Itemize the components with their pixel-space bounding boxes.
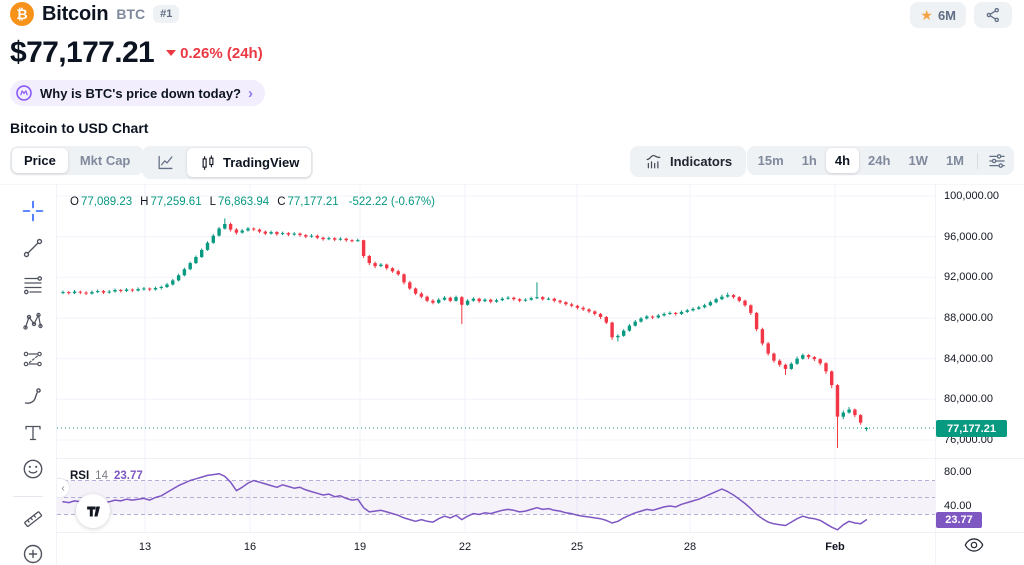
- line-chart-toggle[interactable]: [144, 148, 187, 177]
- text-tool-icon[interactable]: [21, 421, 45, 445]
- rsi-name: RSI: [70, 470, 90, 482]
- line-chart-icon: [156, 153, 175, 172]
- price-axis-border: [935, 185, 936, 565]
- ohlc-legend: O 77,089.23 H 77,259.61 L 76,863.94 C 77,177.21…: [70, 196, 435, 208]
- time-axis-label: 22: [458, 541, 472, 553]
- time-axis-label: 19: [353, 541, 367, 553]
- ruler-tool-icon[interactable]: [21, 507, 45, 531]
- divider: [977, 152, 978, 169]
- banner-text: Why is BTC's price down today?: [40, 85, 241, 101]
- coin-symbol: BTC: [116, 6, 146, 22]
- price-axis-label: 84,000.00: [944, 353, 993, 365]
- interval-tabs: 15m 1h 4h 24h 1W 1M: [749, 148, 973, 173]
- candlestick-icon: [199, 154, 217, 172]
- interval-24h[interactable]: 24h: [859, 148, 899, 173]
- ohlc-item: H 77,259.61: [140, 196, 202, 208]
- price-chart-canvas[interactable]: [57, 185, 935, 532]
- header-actions: ★ 6M: [910, 2, 1012, 28]
- price-axis-label: 96,000.00: [944, 231, 993, 243]
- tab-mkt-cap[interactable]: Mkt Cap: [68, 148, 143, 173]
- time-axis-label: 28: [683, 541, 697, 553]
- interval-4h[interactable]: 4h: [825, 148, 860, 173]
- rank-badge: #1: [153, 5, 180, 23]
- trend-line-tool-icon[interactable]: [21, 236, 45, 260]
- time-axis-label: 25: [570, 541, 584, 553]
- rsi-value: 23.77: [113, 470, 143, 482]
- star-icon: ★: [920, 7, 933, 23]
- rsi-length: 14: [95, 470, 108, 482]
- interval-1m[interactable]: 1M: [937, 148, 973, 173]
- watchlist-count: 6M: [937, 7, 956, 23]
- price-question-banner[interactable]: Why is BTC's price down today? ›: [10, 80, 265, 106]
- share-icon: [984, 6, 1002, 24]
- indicators-button[interactable]: Indicators: [630, 146, 747, 177]
- price-change-value: 0.26% (24h): [180, 44, 263, 62]
- xabcd-pattern-tool-icon[interactable]: [21, 310, 45, 334]
- time-axis-label: 13: [138, 541, 152, 553]
- chevron-right-icon: ›: [248, 84, 253, 102]
- interval-1h[interactable]: 1h: [793, 148, 826, 173]
- ohlc-item: C 77,177.21: [277, 196, 339, 208]
- tradingview-toggle[interactable]: TradingView: [187, 148, 312, 177]
- ohlc-item: L 76,863.94: [209, 196, 270, 208]
- last-price-tag: 77,177.21: [936, 420, 1007, 437]
- indicators-label: Indicators: [670, 154, 733, 169]
- pane-separator[interactable]: [57, 458, 1024, 459]
- interval-15m[interactable]: 15m: [749, 148, 793, 173]
- zoom-in-tool-icon[interactable]: [21, 542, 45, 565]
- time-axis-label: 16: [243, 541, 257, 553]
- toolbar-divider: [13, 496, 43, 497]
- indicators-icon: [644, 152, 663, 171]
- share-button[interactable]: [974, 2, 1012, 28]
- axis-separator: [57, 532, 1024, 533]
- rsi-value-tag: 23.77: [936, 512, 982, 528]
- price-axis-label: 88,000.00: [944, 312, 993, 324]
- tradingview-watermark[interactable]: [76, 494, 110, 528]
- ohlc-item: -522.22 (-0.67%): [348, 196, 435, 208]
- rsi-axis-label: 40.00: [944, 500, 972, 512]
- price-axis-label: 80,000.00: [944, 393, 993, 405]
- chart-settings-button[interactable]: [982, 149, 1012, 173]
- bitcoin-logo-icon: ₿: [10, 2, 34, 26]
- tab-price[interactable]: Price: [12, 148, 68, 173]
- price-axis-label: 100,000.00: [944, 190, 1000, 202]
- widget-top-border: [0, 184, 1024, 185]
- arrow-down-icon: [166, 50, 177, 56]
- section-title: Bitcoin to USD Chart: [10, 120, 149, 136]
- watchlist-button[interactable]: ★ 6M: [910, 2, 966, 28]
- coin-price: $77,177.21: [10, 36, 155, 69]
- fib-retracement-tool-icon[interactable]: [21, 273, 45, 297]
- emoji-tool-icon[interactable]: [21, 457, 45, 481]
- time-axis-label: Feb: [825, 541, 845, 553]
- tradingview-logo-icon: [85, 503, 102, 520]
- interval-toolbar: 15m 1h 4h 24h 1W 1M: [746, 146, 1014, 175]
- ohlc-item: O 77,089.23: [70, 196, 133, 208]
- rsi-legend: RSI 14 23.77: [70, 470, 143, 482]
- drawing-toolbar: [0, 185, 57, 565]
- rsi-axis-label: 80.00: [944, 466, 972, 478]
- price-row: $77,177.21 0.26% (24h): [10, 36, 263, 70]
- eye-icon[interactable]: [963, 534, 985, 559]
- chart-type-tabs: Price Mkt Cap: [10, 146, 145, 175]
- coin-name: Bitcoin: [42, 2, 109, 25]
- tradingview-label: TradingView: [223, 155, 300, 170]
- cmc-ai-icon: [15, 84, 33, 102]
- price-axis-label: 92,000.00: [944, 271, 993, 283]
- interval-1w[interactable]: 1W: [899, 148, 937, 173]
- price-axis-label: 76,000.00: [944, 434, 993, 446]
- coin-header: ₿ Bitcoin BTC #1: [10, 2, 180, 26]
- brush-tool-icon[interactable]: [21, 384, 45, 408]
- long-position-tool-icon[interactable]: [21, 347, 45, 371]
- crosshair-tool-icon[interactable]: [21, 199, 45, 223]
- price-change: 0.26% (24h): [166, 45, 263, 62]
- sliders-icon: [987, 151, 1007, 171]
- chart-view-toggle: TradingView: [142, 146, 314, 179]
